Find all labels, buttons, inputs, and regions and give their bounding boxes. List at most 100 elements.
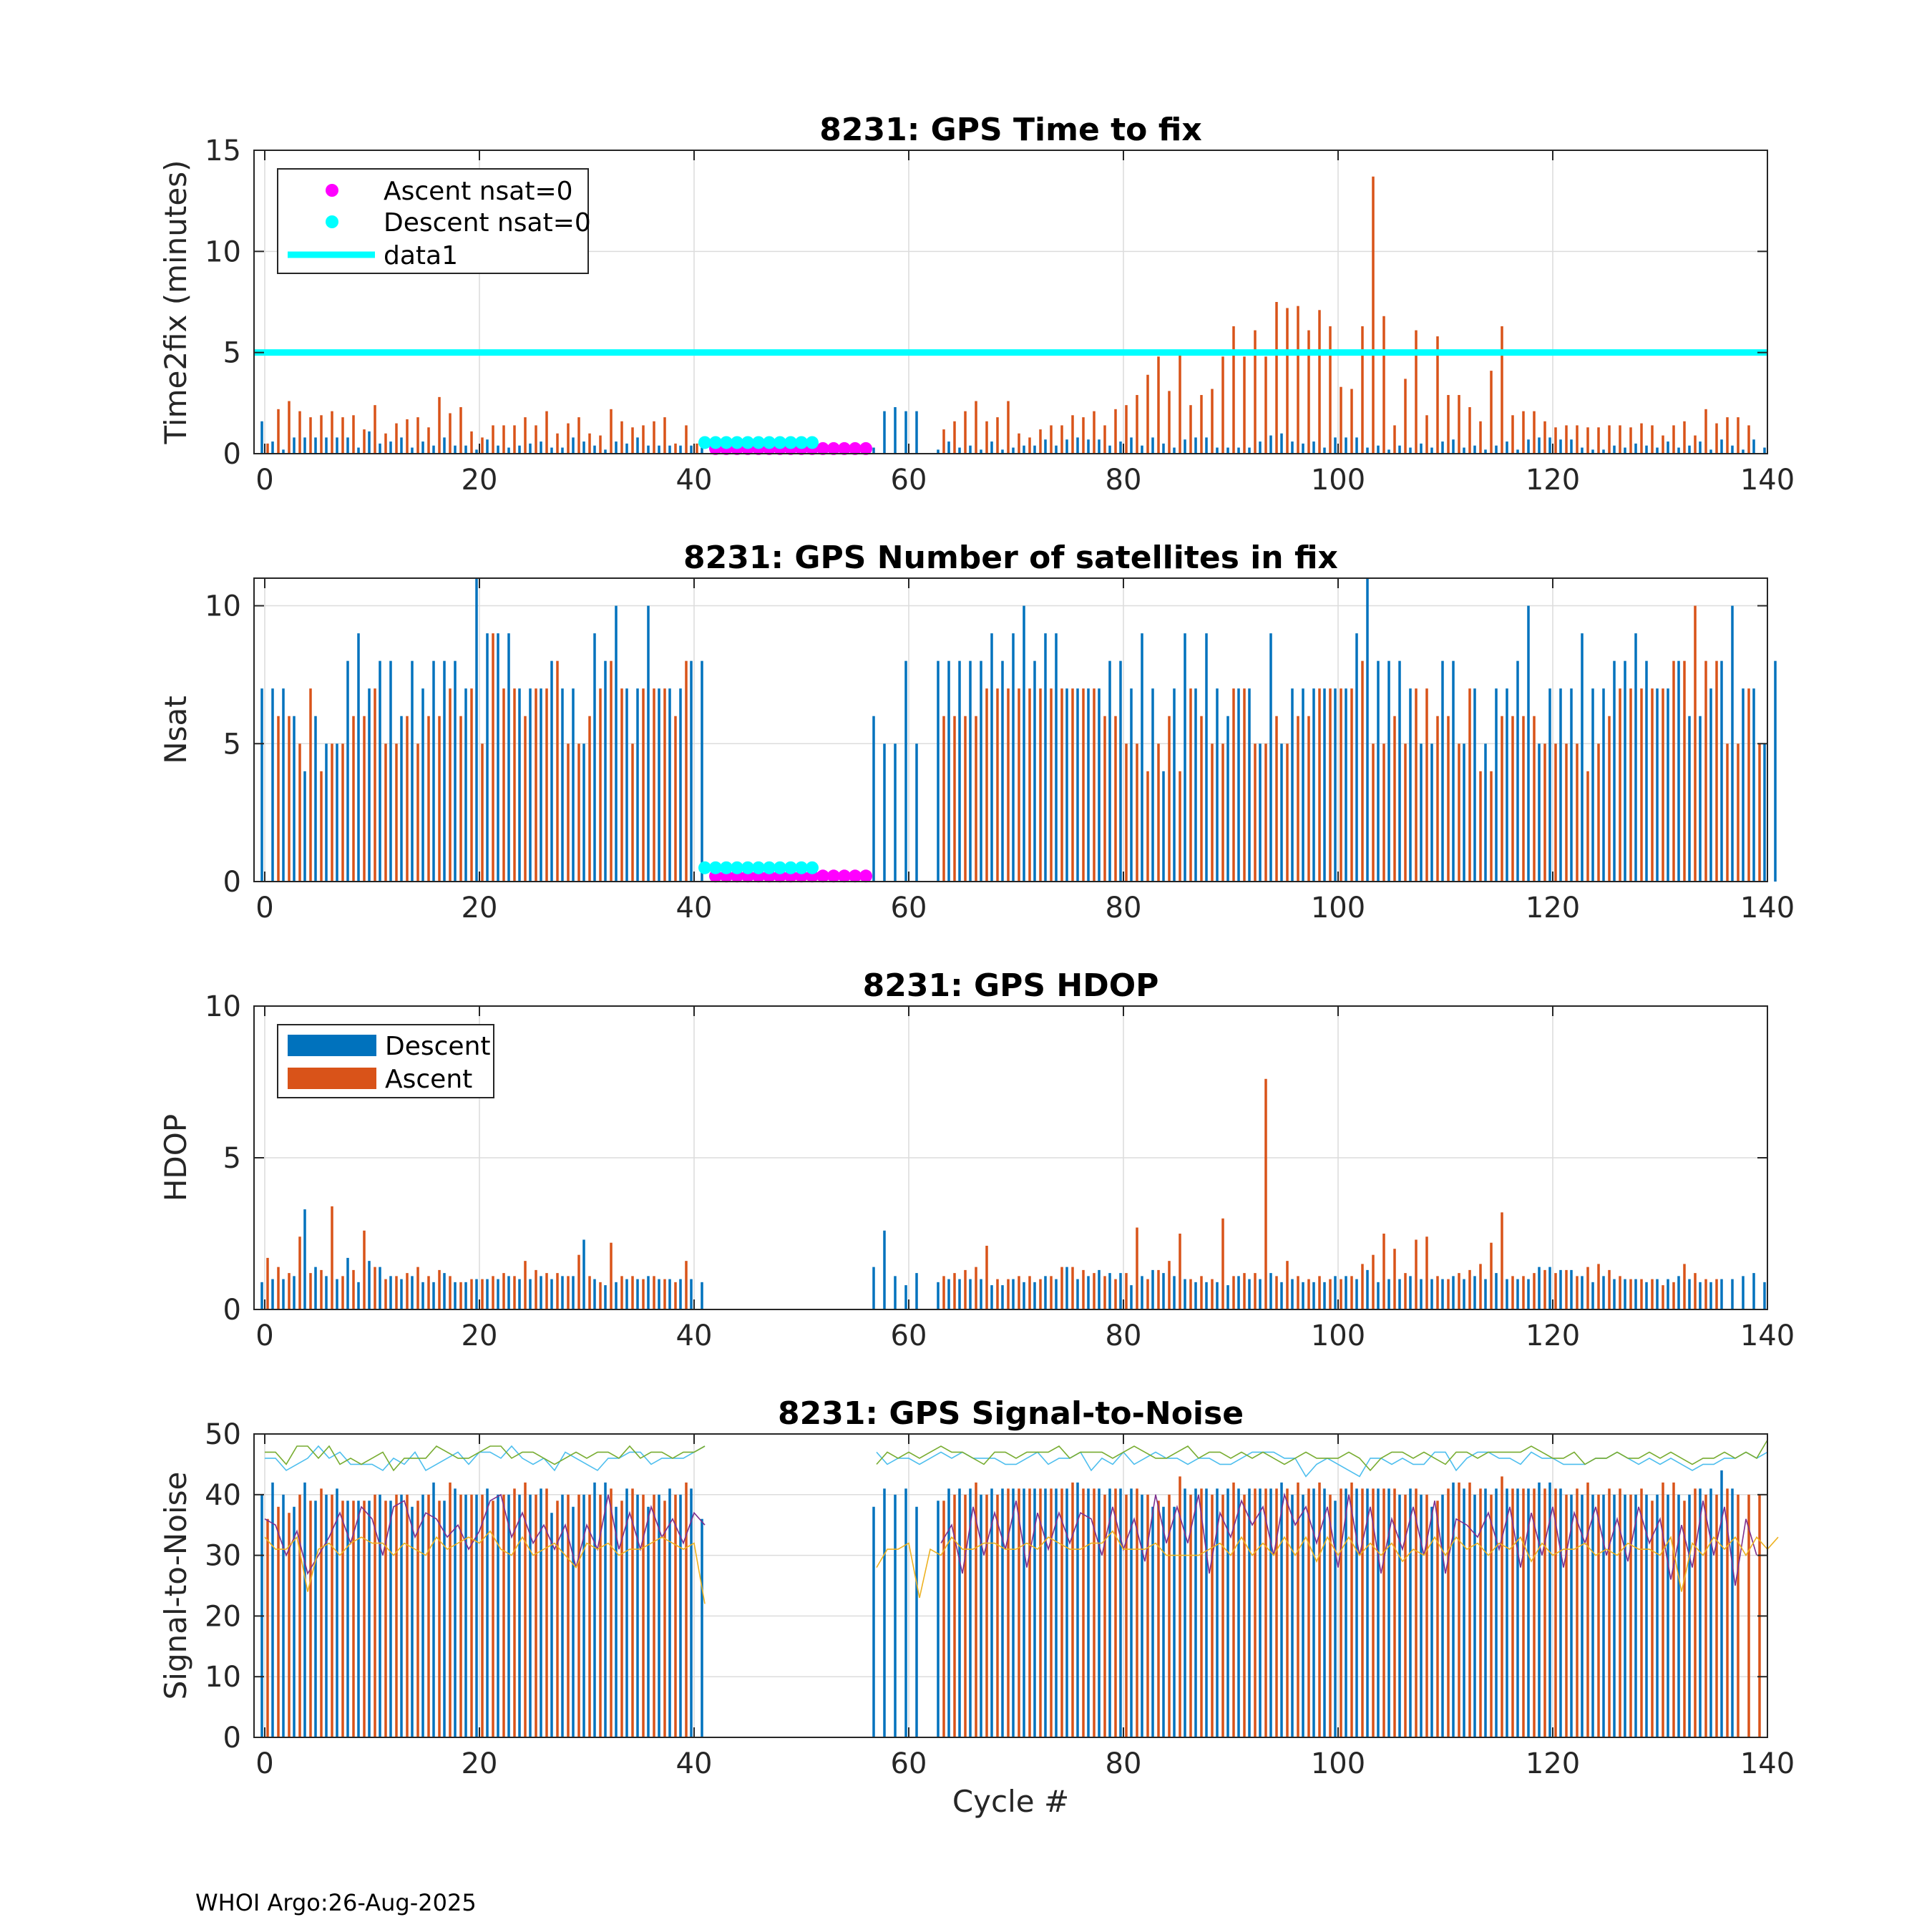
panel-hdop-ascent-bar <box>1501 1212 1503 1309</box>
panel-nsat-descent-bar <box>883 743 886 882</box>
panel-hdop-ascent-bar <box>1350 1276 1353 1309</box>
panel-ttf-ascent-bar <box>663 417 666 454</box>
panel-ttf-descent-bar <box>1527 439 1530 454</box>
panel-snr-descent-bar <box>443 1501 446 1737</box>
panel-ttf-descent-nsat0-marker <box>709 436 722 449</box>
panel-ttf-ascent-bar <box>1018 433 1020 454</box>
panel-nsat-descent-bar <box>1548 688 1551 882</box>
panel-nsat-descent-bar <box>529 688 532 882</box>
panel-hdop-descent-bar <box>969 1279 972 1309</box>
panel-hdop-ascent-bar <box>266 1257 269 1309</box>
panel-hdop-ylabel: HDOP <box>158 1114 193 1201</box>
panel-snr-descent-bar <box>550 1513 553 1737</box>
panel-nsat-ascent-bar <box>1479 771 1482 882</box>
panel-snr-ascent-bar <box>985 1494 988 1737</box>
panel-snr-ascent-bar <box>1264 1488 1267 1737</box>
panel-hdop-ascent-bar <box>1640 1279 1643 1309</box>
panel-hdop-ascent-bar <box>1608 1269 1611 1309</box>
panel-nsat-ascent-bar <box>1361 660 1364 882</box>
panel-hdop-ascent-bar <box>1404 1273 1407 1309</box>
panel-snr-descent-bar <box>379 1494 381 1737</box>
panel-ttf-ascent-nsat0-marker <box>816 441 829 455</box>
panel-snr-ascent-bar <box>320 1488 323 1737</box>
panel-nsat-ascent-bar <box>1404 743 1407 882</box>
panel-nsat-ascent-bar <box>502 688 505 882</box>
panel-ttf-legend-label: Ascent nsat=0 <box>384 177 573 206</box>
panel-snr-descent-bar <box>1527 1488 1530 1737</box>
panel-hdop-ascent-bar <box>1200 1276 1203 1309</box>
panel-ttf-ascent-bar <box>1608 425 1611 454</box>
panel-ttf-descent-bar <box>947 441 950 454</box>
panel-snr-descent-bar <box>368 1501 371 1737</box>
panel-snr-ascent-bar <box>1511 1488 1514 1737</box>
panel-ttf-descent-bar <box>980 449 982 454</box>
panel-snr-ascent-bar <box>975 1482 977 1737</box>
panel-snr-ytick-label: 50 <box>205 1418 241 1451</box>
panel-hdop-ascent-bar <box>1683 1264 1686 1309</box>
panel-ttf-descent-nsat0-marker <box>698 436 711 449</box>
panel-nsat-ascent-bar <box>1393 716 1396 882</box>
panel-nsat-ascent-bar <box>1640 688 1643 882</box>
panel-hdop-descent-bar <box>1259 1279 1262 1309</box>
panel-ttf-ascent-bar <box>1136 395 1138 454</box>
panel-hdop-ascent-bar <box>513 1276 516 1309</box>
panel-snr-descent-bar <box>1377 1488 1380 1737</box>
panel-nsat-descent-bar <box>1709 688 1712 882</box>
panel-ttf-descent-bar <box>529 443 532 454</box>
panel-snr-xtick-label: 140 <box>1740 1747 1795 1780</box>
panel-snr-ascent-bar <box>1103 1494 1106 1737</box>
panel-ttf-ascent-bar <box>1307 330 1310 454</box>
panel-ttf-ascent-bar <box>1093 411 1096 454</box>
panel-snr-descent-bar <box>701 1518 703 1737</box>
panel-ttf-descent-bar <box>1345 437 1347 454</box>
panel-nsat-ascent-bar <box>427 716 430 882</box>
panel-nsat-ascent-bar <box>1082 688 1085 882</box>
panel-ttf-descent-bar <box>872 447 875 454</box>
panel-hdop-ascent-bar <box>1329 1279 1332 1309</box>
panel-nsat-ascent-bar <box>1522 716 1525 882</box>
panel-ttf-ascent-bar <box>1168 391 1171 454</box>
panel-hdop-descent-bar <box>1119 1273 1122 1309</box>
panel-hdop-ascent-bar <box>1447 1279 1450 1309</box>
panel-nsat-ascent-bar <box>1007 688 1010 882</box>
panel-hdop-descent-bar <box>1291 1279 1294 1309</box>
panel-nsat-descent-bar <box>1591 688 1594 882</box>
panel-ttf-ascent-bar <box>1200 395 1203 454</box>
panel-ttf-ascent-bar <box>556 433 559 454</box>
panel-snr-descent-bar <box>1023 1488 1025 1737</box>
panel-snr-ascent-bar <box>1619 1488 1621 1737</box>
panel-hdop-descent-bar <box>411 1276 414 1309</box>
panel-nsat-ascent-bar <box>1168 716 1171 882</box>
panel-snr-ascent-bar <box>1028 1488 1031 1737</box>
panel-hdop-descent-bar <box>1430 1279 1433 1309</box>
panel-ttf-ascent-bar <box>1694 435 1697 454</box>
panel-hdop-ascent-bar <box>1286 1261 1289 1309</box>
panel-ttf-descent-bar <box>550 447 553 454</box>
panel-snr-descent-bar <box>1387 1488 1390 1737</box>
panel-ttf-ascent-bar <box>1114 409 1117 454</box>
panel-snr-descent-bar <box>1312 1488 1315 1737</box>
panel-hdop-descent-bar <box>1141 1276 1143 1309</box>
panel-ttf-descent-bar <box>1613 445 1616 454</box>
panel-nsat-ascent-bar <box>1264 743 1267 882</box>
panel-ttf-descent-bar <box>1108 445 1111 454</box>
panel-snr-ascent-bar <box>416 1501 419 1737</box>
panel-ttf-descent-bar <box>1173 447 1176 454</box>
panel-hdop-descent-bar <box>604 1285 607 1309</box>
panel-ttf-ascent-bar <box>545 411 548 454</box>
panel-nsat-descent-bar <box>1634 633 1637 882</box>
panel-hdop-descent-bar <box>582 1239 585 1309</box>
panel-hdop-ascent-bar <box>277 1267 280 1309</box>
panel-nsat-ascent-bar <box>438 716 441 882</box>
panel-nsat-ascent-bar <box>331 743 333 882</box>
panel-snr-ascent-bar <box>1415 1488 1418 1737</box>
panel-nsat-ascent-bar <box>1146 771 1149 882</box>
panel-ttf-descent-bar <box>1291 441 1294 454</box>
panel-hdop-descent-bar <box>625 1279 628 1309</box>
panel-ttf-xtick-label: 40 <box>676 464 713 497</box>
panel-nsat-descent-bar <box>411 660 414 882</box>
panel-hdop-ascent-bar <box>1565 1269 1568 1309</box>
panel-ttf-ascent-bar <box>567 423 570 454</box>
panel-snr-ascent-bar <box>1361 1488 1364 1737</box>
panel-hdop-descent-bar <box>1591 1282 1594 1309</box>
